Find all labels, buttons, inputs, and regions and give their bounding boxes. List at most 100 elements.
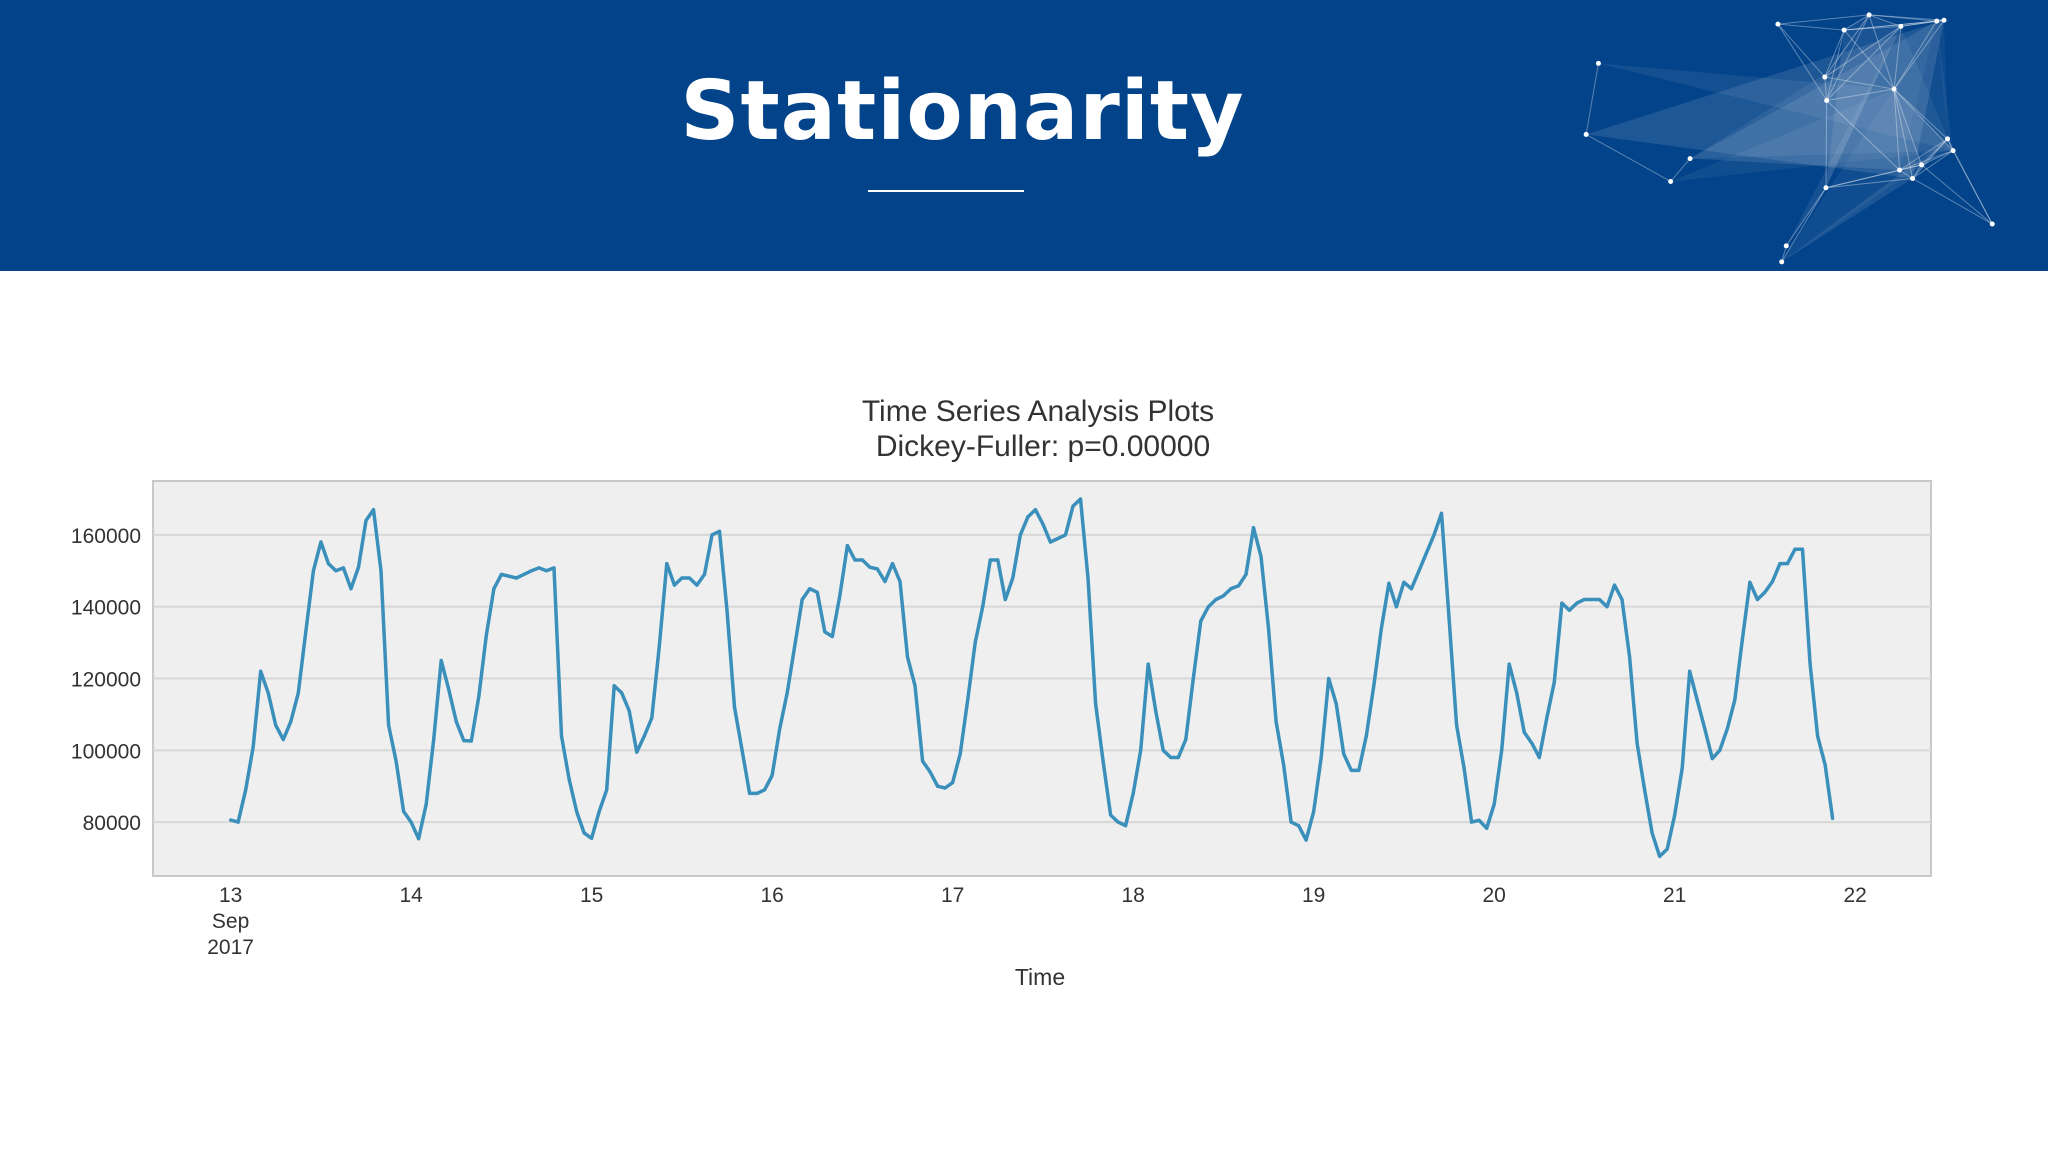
- data-point: [860, 558, 865, 562]
- data-point: [1266, 626, 1271, 630]
- data-point: [1018, 533, 1022, 537]
- x-tick-label: 2017: [207, 936, 254, 959]
- network-link: [1893, 89, 1914, 179]
- data-point: [1387, 581, 1391, 585]
- data-point: [259, 669, 263, 673]
- data-point: [732, 705, 737, 709]
- data-point: [605, 788, 609, 792]
- data-point: [612, 684, 616, 688]
- data-point: [1455, 723, 1459, 727]
- network-link: [1893, 88, 1948, 140]
- network-link: [1825, 177, 1913, 189]
- x-tick-label: 17: [941, 884, 964, 907]
- data-points: [229, 497, 1835, 858]
- network-link: [1899, 138, 1948, 171]
- network-link: [1921, 138, 1948, 166]
- network-link: [1824, 76, 1895, 90]
- data-point: [356, 565, 361, 569]
- data-point: [1680, 766, 1684, 770]
- y-tick-label: 140000: [71, 597, 141, 620]
- data-point: [1770, 579, 1775, 584]
- network-link: [1868, 14, 1902, 27]
- network-decoration-graphic: [1583, 12, 1995, 265]
- data-point: [1236, 584, 1241, 588]
- network-facet: [1824, 77, 1948, 139]
- data-point: [251, 745, 255, 749]
- data-point: [244, 788, 248, 792]
- data-point: [1755, 597, 1759, 602]
- x-tick-label: 16: [760, 884, 783, 907]
- data-point: [439, 658, 443, 663]
- data-point: [1251, 526, 1256, 530]
- data-point: [1161, 748, 1165, 752]
- network-node: [1775, 21, 1781, 27]
- network-link: [1785, 187, 1827, 247]
- y-tick-label: 100000: [71, 740, 141, 763]
- data-point: [1003, 597, 1007, 602]
- data-point: [1485, 826, 1489, 830]
- data-point: [1748, 580, 1752, 584]
- network-link: [1869, 14, 1937, 22]
- network-facet: [1781, 89, 1922, 262]
- data-point: [552, 566, 556, 570]
- network-link: [1899, 150, 1954, 171]
- data-point: [1492, 802, 1496, 806]
- data-point: [537, 566, 541, 570]
- network-link: [1843, 29, 1895, 90]
- x-tick-label: 20: [1482, 884, 1505, 907]
- network-link: [1893, 89, 1901, 171]
- data-point: [1086, 576, 1090, 580]
- network-facet: [1670, 89, 1954, 182]
- data-point: [1695, 698, 1699, 702]
- data-point: [996, 558, 1000, 562]
- data-point: [1477, 818, 1481, 822]
- data-point: [1033, 508, 1037, 512]
- network-link: [1843, 14, 1870, 31]
- network-link: [1900, 20, 1937, 27]
- network-node: [1897, 167, 1903, 173]
- network-node: [1687, 156, 1693, 162]
- network-facet: [1690, 26, 1954, 159]
- time-series-chart: Time Series Analysis Plots Dickey-Fuller…: [71, 395, 1932, 990]
- network-facet: [1586, 20, 1945, 179]
- x-tick-label: 18: [1121, 884, 1144, 907]
- network-node: [1779, 259, 1785, 265]
- network-node: [1823, 185, 1829, 191]
- data-point: [1312, 809, 1316, 813]
- data-point: [1522, 730, 1526, 734]
- network-node: [1910, 175, 1916, 181]
- data-point: [1221, 594, 1225, 598]
- data-point: [665, 562, 669, 566]
- network-link: [1869, 14, 1945, 21]
- data-point: [1816, 734, 1820, 738]
- data-point: [1056, 536, 1060, 541]
- data-point: [1793, 547, 1797, 551]
- data-point: [1785, 562, 1790, 566]
- data-point: [1146, 662, 1150, 666]
- data-point: [973, 641, 977, 645]
- network-link: [1824, 29, 1845, 78]
- data-point: [657, 644, 661, 648]
- data-point: [1154, 709, 1158, 713]
- network-link: [1912, 150, 1954, 179]
- data-point: [274, 723, 278, 727]
- network-link: [1777, 23, 1845, 31]
- data-point: [635, 750, 639, 754]
- network-link: [1947, 138, 1993, 225]
- data-point: [1191, 676, 1195, 681]
- data-point: [1432, 533, 1436, 537]
- network-link: [1825, 169, 1900, 189]
- network-node: [1822, 74, 1828, 80]
- data-point: [1379, 626, 1383, 630]
- data-point: [793, 644, 797, 648]
- data-point: [1304, 838, 1308, 842]
- y-tick-label: 80000: [83, 812, 141, 835]
- data-point: [680, 576, 684, 580]
- data-point: [815, 590, 819, 594]
- series-line: [230, 497, 1835, 859]
- data-point: [1439, 511, 1444, 515]
- data-point: [1199, 619, 1203, 623]
- data-point: [432, 737, 436, 742]
- data-point: [921, 759, 925, 763]
- data-point: [1048, 540, 1052, 544]
